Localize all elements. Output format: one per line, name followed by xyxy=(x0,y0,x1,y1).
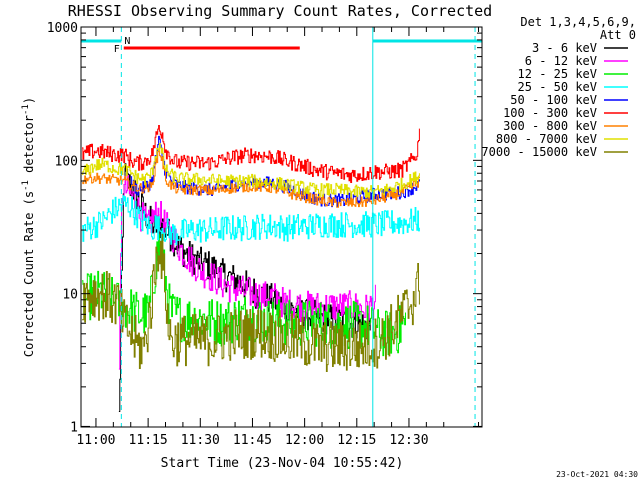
y-axis-label-middle: detector xyxy=(22,115,36,180)
timestamp: 23-Oct-2021 04:30 xyxy=(556,470,638,479)
x-tick-label: 11:15 xyxy=(129,433,168,448)
x-tick-label: 12:15 xyxy=(337,433,376,448)
x-tick-label: 11:00 xyxy=(76,433,115,448)
legend-label: 12 - 25 keV xyxy=(518,67,597,81)
legend-header-line-2: Att 0 xyxy=(600,28,636,42)
legend-label: 3 - 6 keV xyxy=(532,41,597,55)
legend-label: 800 - 7000 keV xyxy=(496,132,597,146)
x-tick-label: 12:00 xyxy=(285,433,324,448)
legend-label: 7000 - 15000 keV xyxy=(481,145,597,159)
series-line xyxy=(82,143,420,199)
y-axis: 1 10 100 1000 xyxy=(47,21,482,435)
y-axis-label-main: Corrected Count Rate (s xyxy=(22,191,36,357)
series-line xyxy=(82,234,406,357)
flare-marker-label: F xyxy=(114,44,120,55)
x-axis: 11:00 11:15 11:30 11:45 12:00 12:15 12:30 xyxy=(76,27,480,448)
series-line xyxy=(118,174,376,370)
legend-label: 25 - 50 keV xyxy=(518,80,597,94)
night-marker-label: N xyxy=(124,36,130,47)
y-axis-label-exponent-2: -1 xyxy=(21,104,31,115)
y-tick-label: 10 xyxy=(62,288,78,303)
series-line xyxy=(82,195,420,246)
legend-label: 50 - 100 keV xyxy=(510,93,597,107)
y-tick-label: 1000 xyxy=(47,21,78,36)
y-tick-label: 1 xyxy=(70,420,78,435)
series-line xyxy=(82,148,420,208)
x-axis-label: Start Time (23-Nov-04 10:55:42) xyxy=(161,456,404,471)
y-tick-label: 100 xyxy=(55,154,78,169)
plot-frame xyxy=(80,26,483,428)
y-axis-label: Corrected Count Rate (s-1 detector-1) xyxy=(21,97,36,357)
y-axis-label-exponent-1: -1 xyxy=(21,180,31,191)
x-tick-label: 12:30 xyxy=(389,433,428,448)
legend-label: 100 - 300 keV xyxy=(503,106,597,120)
y-axis-label-end: ) xyxy=(22,97,36,104)
x-tick-label: 11:30 xyxy=(181,433,220,448)
series-line xyxy=(82,125,420,183)
legend-label: 6 - 12 keV xyxy=(525,54,597,68)
legend-label: 300 - 800 keV xyxy=(503,119,597,133)
plot-area: NF xyxy=(81,27,482,427)
legend-header-line-1: Det 1,3,4,5,6,9, xyxy=(520,15,636,29)
series-line xyxy=(82,233,420,372)
chart-title: RHESSI Observing Summary Count Rates, Co… xyxy=(68,2,492,20)
x-tick-label: 11:45 xyxy=(233,433,272,448)
